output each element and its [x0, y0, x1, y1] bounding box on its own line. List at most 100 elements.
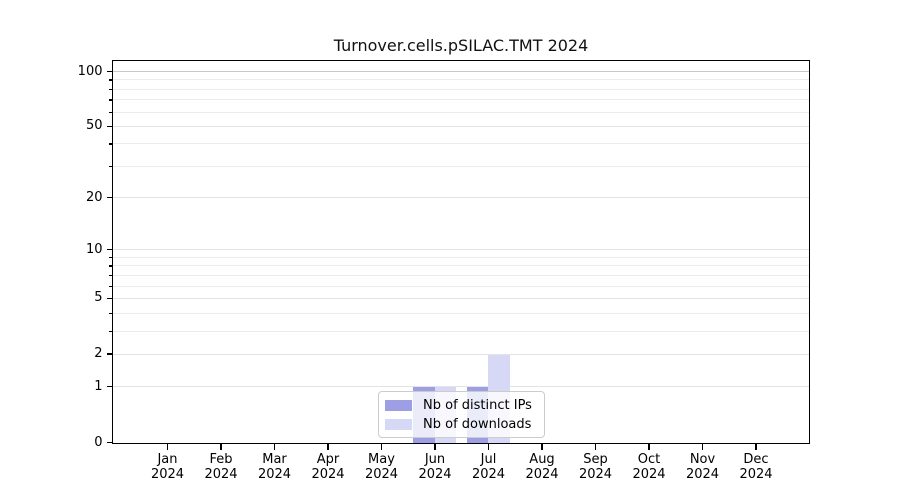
minor-gridline	[113, 79, 809, 81]
x-tick-year: 2024	[204, 467, 238, 482]
minor-gridline	[113, 99, 809, 101]
x-tick-label: Feb 2024	[191, 452, 251, 483]
x-tick-year: 2024	[685, 467, 720, 482]
legend-swatch-downloads	[385, 419, 412, 430]
y-tick-mark	[106, 386, 112, 388]
y-minor-tick-mark	[109, 79, 112, 81]
plot-area	[112, 60, 810, 444]
y-tick-mark	[106, 125, 112, 128]
y-minor-tick-mark	[109, 256, 112, 259]
y-minor-tick-mark	[109, 330, 112, 332]
x-tick-month: Sep	[583, 451, 608, 467]
x-tick-mark	[648, 444, 650, 450]
y-minor-tick-mark	[109, 274, 112, 277]
x-tick-month: Mar	[262, 451, 287, 467]
major-gridline	[113, 197, 809, 199]
y-tick-mark	[106, 441, 112, 444]
x-tick-month: Dec	[743, 451, 769, 467]
x-tick-mark	[380, 444, 383, 450]
x-tick-month: Jan	[157, 451, 178, 467]
x-tick-label: May 2024	[352, 452, 412, 483]
minor-gridline	[113, 165, 809, 167]
major-gridline	[113, 353, 809, 355]
legend-label-downloads: Nb of downloads	[423, 417, 532, 432]
y-minor-tick-mark	[109, 165, 112, 168]
x-tick-label: Apr 2024	[298, 452, 358, 483]
x-tick-month: Jun	[424, 451, 446, 467]
y-tick-mark	[106, 353, 112, 355]
x-tick-month: Oct	[637, 451, 661, 467]
x-tick-mark	[701, 444, 704, 450]
y-minor-tick-mark	[109, 285, 112, 287]
x-tick-month: Nov	[689, 451, 716, 467]
minor-gridline	[113, 285, 809, 287]
minor-gridline	[113, 312, 809, 314]
legend-item-distinct-ips: Nb of distinct IPs	[385, 397, 538, 414]
y-minor-tick-mark	[109, 99, 112, 101]
y-minor-tick-mark	[109, 111, 112, 113]
y-tick-mark	[106, 297, 112, 300]
y-tick-label: 0	[94, 434, 103, 450]
x-tick-label: Jul 2024	[459, 452, 519, 483]
y-tick-label: 2	[94, 346, 103, 362]
minor-gridline	[113, 111, 809, 113]
x-tick-label: Sep 2024	[566, 452, 626, 483]
x-tick-mark	[487, 444, 490, 450]
x-tick-mark	[541, 444, 543, 450]
minor-gridline	[113, 274, 809, 276]
y-tick-label: 10	[85, 241, 103, 257]
x-tick-year: 2024	[471, 467, 506, 482]
x-tick-year: 2024	[257, 467, 292, 482]
y-tick-label: 20	[85, 189, 103, 205]
x-tick-label: Aug 2024	[512, 452, 572, 483]
minor-gridline	[113, 265, 809, 267]
x-tick-year: 2024	[525, 467, 559, 482]
x-tick-year: 2024	[150, 467, 185, 482]
legend-label-distinct-ips: Nb of distinct IPs	[423, 398, 532, 413]
x-tick-mark	[755, 444, 757, 450]
minor-gridline	[113, 143, 809, 145]
x-tick-mark	[434, 444, 436, 450]
major-gridline	[113, 125, 809, 127]
x-tick-month: Jul	[480, 451, 497, 467]
x-tick-label: Dec 2024	[726, 452, 786, 483]
x-tick-mark	[166, 444, 169, 450]
y-tick-mark	[106, 249, 112, 251]
x-tick-mark	[273, 444, 276, 450]
x-tick-month: Aug	[529, 451, 555, 467]
x-tick-label: Nov 2024	[673, 452, 733, 483]
x-tick-label: Jan 2024	[138, 452, 198, 483]
major-gridline	[113, 386, 809, 388]
x-tick-year: 2024	[418, 467, 452, 482]
x-tick-mark	[220, 444, 222, 450]
minor-gridline	[113, 88, 809, 90]
y-tick-label: 1	[94, 378, 103, 394]
major-gridline	[113, 297, 809, 299]
x-tick-year: 2024	[632, 467, 666, 482]
chart-title: Turnover.cells.pSILAC.TMT 2024	[333, 36, 589, 55]
x-tick-label: Jun 2024	[405, 452, 465, 483]
major-gridline	[113, 249, 809, 251]
x-tick-month: Apr	[316, 451, 340, 467]
x-tick-label: Mar 2024	[245, 452, 305, 483]
y-tick-mark	[106, 70, 112, 73]
x-tick-label: Oct 2024	[619, 452, 679, 483]
y-tick-label: 50	[85, 118, 103, 134]
y-tick-label: 5	[94, 290, 103, 306]
x-tick-year: 2024	[311, 467, 345, 482]
y-minor-tick-mark	[109, 88, 112, 91]
y-minor-tick-mark	[109, 143, 112, 145]
y-tick-label: 100	[77, 63, 103, 79]
y-minor-tick-mark	[109, 312, 112, 314]
x-tick-year: 2024	[739, 467, 773, 482]
x-tick-month: Feb	[209, 451, 233, 467]
legend: Nb of distinct IPs Nb of downloads	[378, 391, 545, 438]
y-tick-mark	[106, 197, 112, 199]
x-tick-month: May	[368, 451, 395, 467]
x-tick-year: 2024	[578, 467, 613, 482]
minor-gridline	[113, 256, 809, 258]
x-tick-mark	[327, 444, 329, 450]
major-gridline	[113, 71, 809, 72]
x-tick-year: 2024	[364, 467, 399, 482]
